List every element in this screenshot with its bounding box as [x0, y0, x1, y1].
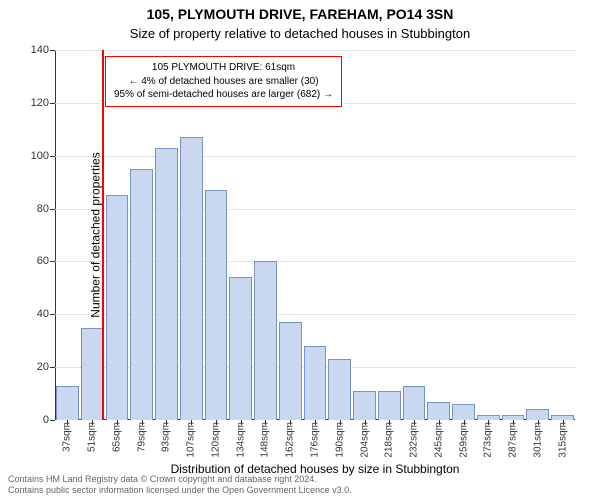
- y-tick-mark: [50, 261, 55, 262]
- histogram-bar: [130, 169, 153, 420]
- histogram-bar: [353, 391, 376, 420]
- y-tick-mark: [50, 103, 55, 104]
- x-tick-label: 120sqm: [210, 422, 221, 458]
- histogram-bar: [56, 386, 79, 420]
- histogram-bar: [427, 402, 450, 421]
- credit-text: Contains HM Land Registry data © Crown c…: [8, 474, 592, 497]
- histogram-plot: Number of detached properties Distributi…: [55, 50, 575, 420]
- gridline: [55, 50, 575, 51]
- x-tick-label: 79sqm: [136, 422, 147, 452]
- gridline: [55, 156, 575, 157]
- histogram-bar: [81, 328, 104, 421]
- y-tick-mark: [50, 367, 55, 368]
- y-tick-label: 20: [37, 361, 49, 373]
- credit-line-2: Contains public sector information licen…: [8, 485, 592, 496]
- histogram-bar: [526, 409, 549, 420]
- histogram-bar: [180, 137, 203, 420]
- histogram-bar: [452, 404, 475, 420]
- x-tick-label: 273sqm: [483, 422, 494, 458]
- y-axis-label: Number of detached properties: [89, 152, 103, 317]
- histogram-bar: [254, 261, 277, 420]
- x-tick-label: 176sqm: [310, 422, 321, 458]
- page-title: 105, PLYMOUTH DRIVE, FAREHAM, PO14 3SN: [0, 6, 600, 22]
- x-tick-label: 51sqm: [87, 422, 98, 452]
- chart-container: 105, PLYMOUTH DRIVE, FAREHAM, PO14 3SN S…: [0, 0, 600, 500]
- x-tick-label: 315sqm: [557, 422, 568, 458]
- y-tick-label: 100: [31, 150, 49, 162]
- histogram-bar: [279, 322, 302, 420]
- y-tick-label: 140: [31, 44, 49, 56]
- x-tick-label: 93sqm: [161, 422, 172, 452]
- x-tick-label: 245sqm: [433, 422, 444, 458]
- x-tick-label: 232sqm: [409, 422, 420, 458]
- y-tick-mark: [50, 314, 55, 315]
- histogram-bar: [205, 190, 228, 420]
- y-tick-mark: [50, 209, 55, 210]
- x-tick-label: 218sqm: [384, 422, 395, 458]
- histogram-bar: [403, 386, 426, 420]
- x-tick-label: 107sqm: [186, 422, 197, 458]
- x-tick-label: 65sqm: [111, 422, 122, 452]
- x-tick-label: 287sqm: [508, 422, 519, 458]
- x-tick-label: 190sqm: [334, 422, 345, 458]
- histogram-bar: [106, 195, 129, 420]
- histogram-bar: [155, 148, 178, 420]
- y-tick-mark: [50, 50, 55, 51]
- annotation-line: 95% of semi-detached houses are larger (…: [114, 88, 333, 102]
- y-tick-mark: [50, 420, 55, 421]
- y-tick-label: 40: [37, 308, 49, 320]
- histogram-bar: [328, 359, 351, 420]
- histogram-bar: [378, 391, 401, 420]
- reference-line: [102, 50, 104, 420]
- histogram-bar: [304, 346, 327, 420]
- histogram-bar: [229, 277, 252, 420]
- annotation-line: ← 4% of detached houses are smaller (30): [114, 75, 333, 89]
- y-tick-label: 80: [37, 203, 49, 215]
- y-tick-mark: [50, 156, 55, 157]
- x-tick-label: 204sqm: [359, 422, 370, 458]
- x-tick-label: 162sqm: [285, 422, 296, 458]
- x-tick-label: 301sqm: [532, 422, 543, 458]
- page-subtitle: Size of property relative to detached ho…: [0, 26, 600, 41]
- annotation-line: 105 PLYMOUTH DRIVE: 61sqm: [114, 61, 333, 75]
- credit-line-1: Contains HM Land Registry data © Crown c…: [8, 474, 592, 485]
- x-tick-label: 37sqm: [62, 422, 73, 452]
- y-tick-label: 60: [37, 255, 49, 267]
- y-tick-label: 120: [31, 97, 49, 109]
- annotation-box: 105 PLYMOUTH DRIVE: 61sqm← 4% of detache…: [105, 56, 342, 107]
- x-tick-label: 259sqm: [458, 422, 469, 458]
- x-tick-label: 134sqm: [235, 422, 246, 458]
- y-tick-label: 0: [43, 414, 49, 426]
- x-tick-label: 148sqm: [260, 422, 271, 458]
